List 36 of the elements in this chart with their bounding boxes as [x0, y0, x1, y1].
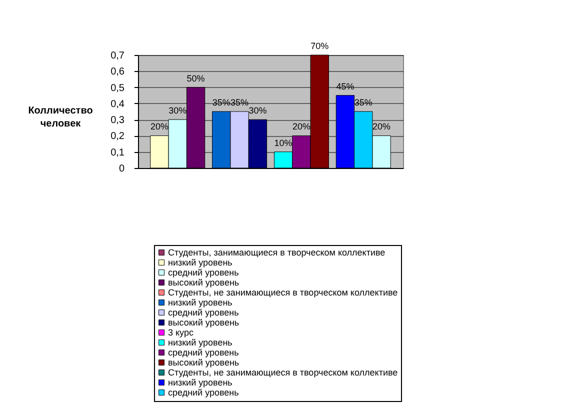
- legend-label: 3 курс: [168, 328, 194, 338]
- data-label: 20%: [372, 122, 391, 132]
- legend-label: средний уровень: [168, 348, 240, 358]
- y-tick-label: 0,2: [110, 131, 125, 142]
- legend-label: средний уровень: [168, 268, 240, 278]
- legend-label: средний уровень: [168, 308, 240, 318]
- data-label: 20%: [292, 122, 310, 132]
- legend-label: низкий уровень: [168, 378, 233, 388]
- data-label: 45%: [336, 81, 354, 92]
- data-label: 35%: [354, 98, 372, 108]
- y-tick-label: 0,6: [110, 66, 125, 78]
- legend-label: Студенты, не занимающиеся в творческом коллективе: [168, 368, 398, 378]
- data-label: 35%: [230, 98, 249, 108]
- data-label: 30%: [248, 106, 267, 116]
- data-label: 20%: [150, 122, 168, 132]
- legend-label: высокий уровень: [168, 358, 240, 368]
- legend-label: Студенты, занимающиеся в творческом коллективе: [168, 248, 386, 258]
- data-label: 35%: [212, 98, 230, 108]
- data-label: 70%: [310, 41, 329, 51]
- y-tick-label: 0,7: [110, 50, 125, 62]
- legend-label: низкий уровень: [168, 258, 233, 268]
- y-axis-title: Колличество человек: [28, 106, 93, 130]
- y-tick-label: 0,3: [110, 115, 125, 126]
- legend-label: низкий уровень: [168, 338, 233, 348]
- y-tick-label: 0,5: [110, 82, 125, 94]
- legend-label: низкий уровень: [168, 298, 233, 308]
- data-label: 30%: [168, 106, 187, 116]
- data-label: 50%: [186, 73, 205, 84]
- data-label: 10%: [274, 138, 292, 148]
- legend-label: Студенты, не занимающиеся в творческом коллективе: [168, 288, 398, 298]
- legend-label: высокий уровень: [168, 318, 240, 328]
- legend-label: средний уровень: [168, 388, 240, 398]
- y-tick-label: 0,1: [110, 147, 125, 158]
- legend-label: высокий уровень: [168, 278, 240, 288]
- y-tick-label: 0,4: [110, 98, 125, 110]
- y-tick-label: 0: [118, 164, 125, 174]
